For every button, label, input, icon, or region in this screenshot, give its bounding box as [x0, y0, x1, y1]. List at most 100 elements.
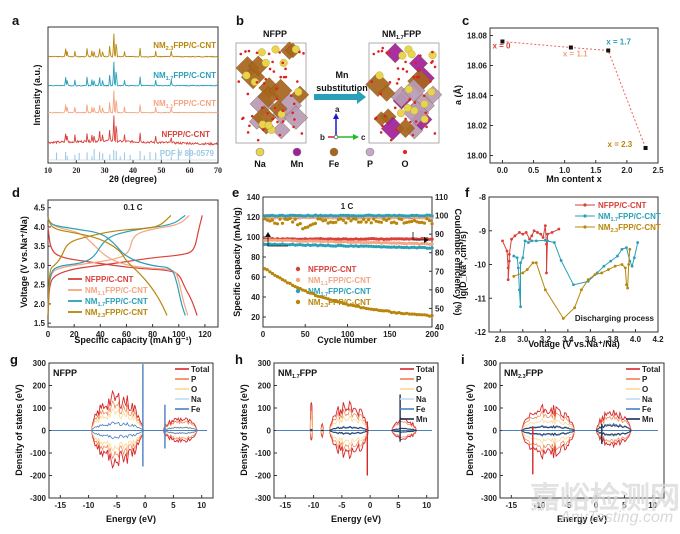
- series-label: NM1.1FPP/C-CNT: [153, 99, 216, 110]
- panel-label-e: e: [232, 185, 239, 200]
- o-atom: [272, 70, 276, 73]
- right-arrowhead-icon: [424, 237, 429, 243]
- discharge-curve: [47, 217, 168, 316]
- dos-o-spin-down: [521, 430, 575, 444]
- diffusion-point: [630, 264, 634, 268]
- feo6-octahedron: [268, 78, 293, 103]
- dos-p-spin-down: [309, 430, 313, 439]
- dos-p-spin-up: [391, 421, 417, 431]
- panel-label-c: c: [462, 13, 469, 28]
- y-tick-label: 18.08: [467, 32, 488, 41]
- x-tick-label: 10: [648, 501, 657, 510]
- o-atom: [395, 82, 399, 85]
- na-atom: [261, 58, 270, 67]
- diffusion-point: [546, 232, 549, 236]
- dos-fe-spin-up: [162, 426, 198, 431]
- xrd-pattern-1: [47, 61, 219, 87]
- dos-fe-spin-down: [521, 430, 575, 437]
- legend-marker: [583, 203, 587, 207]
- o-atom: [282, 75, 286, 79]
- o-atom: [412, 75, 416, 79]
- legend-label: NM1.1FPP/C-CNT: [308, 276, 371, 287]
- panel-b: b NFPP NM1.7FPP Mn substitution a b c Na Mn Fe P O: [235, 13, 443, 169]
- o-atom: [370, 80, 374, 83]
- dos-total-spin-up: [162, 417, 198, 431]
- x-tick-label: 0: [368, 501, 373, 510]
- x-tick-label: -10: [308, 501, 320, 510]
- y-tick-label: -100: [481, 449, 498, 458]
- o-atom: [381, 124, 384, 128]
- o-atom: [413, 101, 417, 104]
- na-atom: [271, 45, 280, 54]
- y-tick-label: 20: [251, 313, 260, 322]
- o-atom: [260, 106, 264, 110]
- y-tick-label: 300: [258, 359, 272, 368]
- o-atom: [289, 94, 293, 98]
- diffusion-point: [625, 283, 628, 287]
- o-atom: [431, 50, 434, 54]
- o-atom: [411, 133, 415, 137]
- o-atom: [267, 52, 271, 56]
- x-tick-label: 50: [301, 330, 310, 339]
- o-atom: [417, 75, 421, 79]
- structure-title-right: NM1.7FPP: [382, 29, 421, 41]
- series-label: PDF # 89-0579: [160, 149, 215, 158]
- y-axis-label: lg(D_Na⁺,cm²/s): [458, 231, 468, 299]
- na-atom: [407, 50, 416, 59]
- x-tick-label: -10: [534, 501, 546, 510]
- legend-marker: [583, 214, 587, 218]
- dos-o-spin-up: [309, 418, 313, 431]
- o-atom: [246, 131, 250, 134]
- dos-mn-spin-up: [309, 428, 313, 431]
- o-atom: [388, 81, 392, 84]
- structure-name: NM2.3FPP: [504, 368, 543, 380]
- na-atom: [250, 77, 259, 86]
- diffusion-point: [516, 266, 520, 270]
- legend-label: Fe: [416, 405, 426, 414]
- o-atom: [239, 52, 243, 56]
- x-tick-label: 0: [594, 501, 599, 510]
- data-point: [606, 48, 611, 53]
- y2-tick-label: 70: [435, 267, 444, 276]
- capacity-points: [263, 242, 434, 250]
- legend-label: Fe: [642, 405, 652, 414]
- x-tick-label: 40: [129, 166, 137, 175]
- xrd-pattern-0: [47, 33, 219, 58]
- dos-mn-spin-down: [521, 430, 575, 436]
- o-atom: [291, 111, 294, 115]
- y-tick-label: 1.5: [34, 319, 46, 328]
- y-tick-label: -8: [479, 193, 487, 202]
- diffusion-point: [559, 259, 563, 262]
- dos-fe-spin-up: [521, 424, 575, 431]
- diffusion-point: [573, 306, 577, 310]
- y-tick-label: 100: [33, 404, 47, 413]
- y-tick-label: 3.0: [34, 261, 46, 270]
- diffusion-point: [625, 246, 628, 250]
- dos-total-spin-up: [521, 403, 576, 431]
- diffusion-point: [507, 252, 511, 256]
- dos-p-spin-down: [521, 430, 575, 453]
- dos-p-spin-up: [309, 408, 313, 431]
- diffusion-point: [525, 268, 529, 271]
- o-atom: [278, 51, 282, 54]
- diffusion-point: [623, 266, 627, 270]
- legend-label: P: [642, 375, 648, 384]
- panel-label-i: i: [461, 352, 465, 367]
- legend-label: NM1.7FPP/C-CNT: [308, 287, 371, 298]
- dos-p-spin-down: [320, 430, 325, 437]
- o-atom: [430, 61, 433, 64]
- dos-p-spin-down: [91, 430, 144, 460]
- y2-tick-label: 90: [435, 230, 444, 239]
- diffusion-point: [545, 242, 548, 246]
- legend-label: O: [416, 385, 422, 394]
- na-atom: [291, 45, 300, 54]
- x-tick-label: 200: [425, 330, 439, 339]
- x-tick-label: 0.5: [528, 166, 540, 175]
- axis-a-head-icon: [333, 113, 339, 119]
- rate-annotation: 1 C: [341, 202, 354, 211]
- na-atom: [242, 71, 251, 80]
- diffusion-point: [632, 256, 636, 260]
- rate-annotation: 0.1 C: [123, 203, 142, 212]
- o-atom: [255, 81, 259, 84]
- y-tick-label: 120: [247, 213, 261, 222]
